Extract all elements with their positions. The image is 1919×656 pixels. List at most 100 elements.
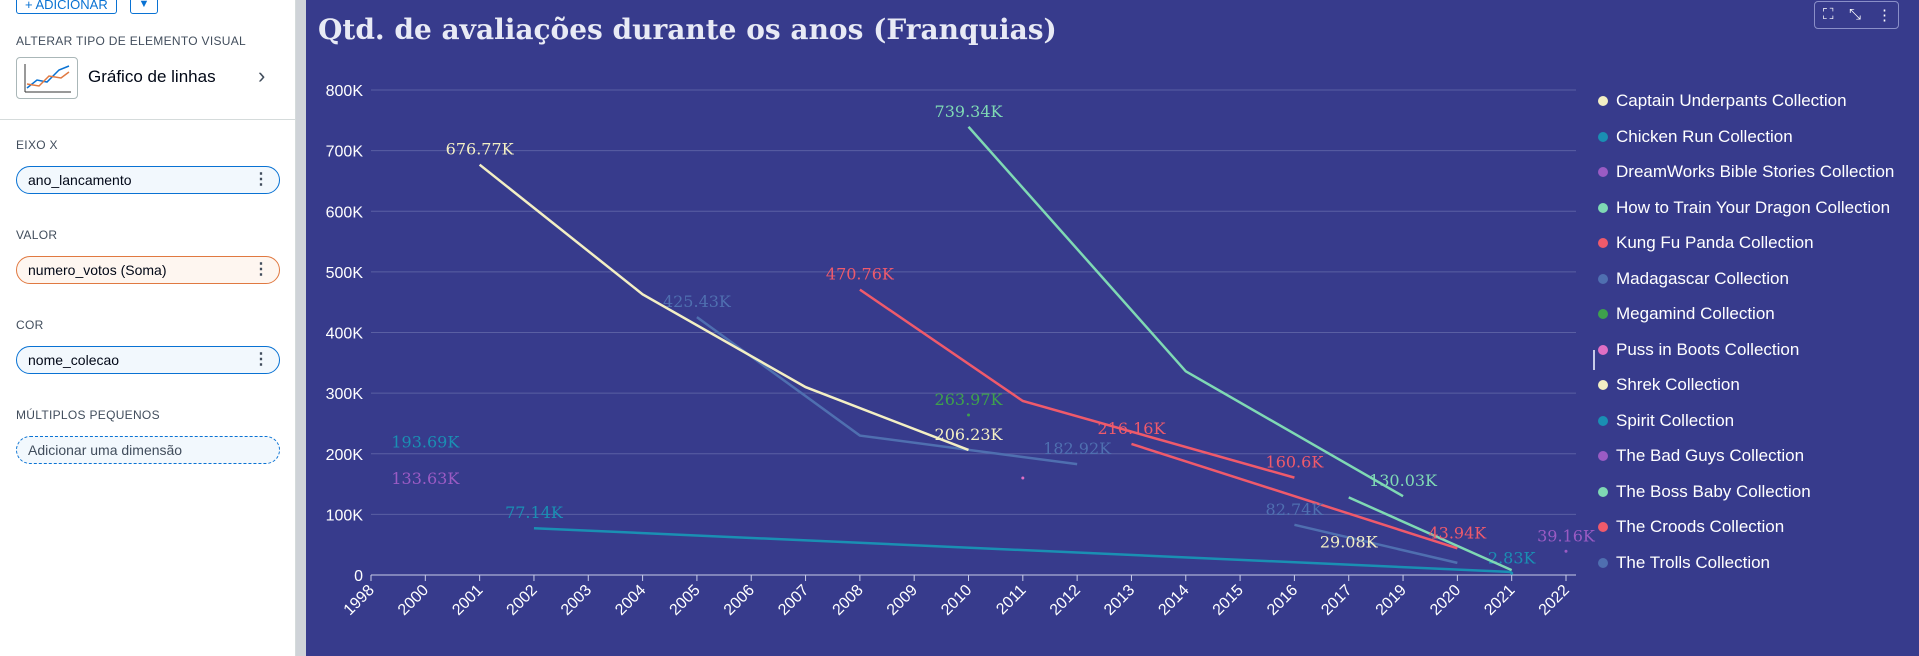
small-multiples-field-well[interactable]: Adicionar uma dimensão (16, 436, 280, 464)
data-label: 29.08K (1320, 532, 1379, 551)
line-chart-icon (16, 57, 78, 99)
legend-label: Captain Underpants Collection (1616, 91, 1847, 110)
data-label: 77.14K (505, 503, 564, 522)
y-tick-label: 0 (354, 568, 363, 585)
legend-swatch (1598, 451, 1608, 461)
x-tick-label: 2003 (558, 582, 595, 619)
legend-swatch (1598, 273, 1608, 284)
legend-swatch (1598, 238, 1608, 248)
field-menu-icon[interactable]: ⋮ (253, 171, 269, 188)
x-tick-label: 1998 (341, 582, 378, 619)
x-axis-field-name: ano_lancamento (28, 172, 132, 188)
legend-swatch (1598, 344, 1608, 355)
data-label: 130.03K (1369, 471, 1438, 490)
legend-label: Chicken Run Collection (1616, 126, 1793, 146)
field-menu-icon[interactable]: ⋮ (253, 351, 269, 368)
series-point (1021, 476, 1025, 480)
add-button[interactable]: + ADICIONAR (16, 0, 117, 14)
series-line (1348, 496, 1513, 572)
divider (0, 119, 296, 120)
small-multiples-placeholder: Adicionar uma dimensão (28, 442, 183, 458)
x-tick-label: 2021 (1481, 582, 1518, 619)
y-tick-label: 400K (326, 326, 364, 343)
legend-label: The Boss Baby Collection (1616, 481, 1811, 501)
line-chart: 0 100K 200K 300K 400K 500K 600K 700K 800K 1998 200… (326, 83, 1596, 619)
legend-item[interactable]: Megamind Collection (1598, 302, 1908, 338)
y-tick-label: 500K (326, 265, 364, 282)
data-label: 263.97K (935, 390, 1004, 409)
legend-item[interactable]: The Croods Collection (1598, 515, 1908, 551)
series-line (1131, 442, 1458, 550)
data-label: 133.63K (391, 469, 460, 488)
collapse-icon[interactable]: ⤡ (1849, 6, 1862, 23)
legend-swatch (1598, 309, 1608, 319)
value-field-well[interactable]: numero_votos (Soma) ⋮ (16, 256, 280, 284)
x-tick-label: 2013 (1101, 582, 1138, 619)
x-tick-label: 2009 (884, 582, 921, 619)
legend-item[interactable]: Spirit Collection (1598, 409, 1908, 445)
legend-item[interactable]: Kung Fu Panda Collection (1598, 231, 1908, 267)
legend-item[interactable]: The Boss Baby Collection (1598, 480, 1908, 516)
legend-label: The Croods Collection (1616, 517, 1785, 536)
chevron-right-icon[interactable]: › (258, 63, 266, 88)
legend-label: Kung Fu Panda Collection (1616, 233, 1814, 252)
x-tick-label: 2012 (1047, 582, 1084, 619)
series-line (1294, 523, 1458, 565)
legend-swatch (1598, 557, 1608, 568)
series-line (859, 288, 1295, 479)
legend-label: Megamind Collection (1616, 304, 1775, 323)
legend-item[interactable]: Chicken Run Collection (1598, 125, 1908, 161)
legend-item[interactable]: Captain Underpants Collection (1598, 89, 1908, 125)
y-tick-label: 200K (326, 447, 364, 464)
add-dropdown-button[interactable]: ▼ (130, 0, 158, 14)
y-tick-label: 100K (326, 507, 364, 524)
visual-type-selector[interactable]: Gráfico de linhas › (16, 57, 280, 101)
legend-label: Madagascar Collection (1616, 268, 1789, 288)
x-axis-label: EIXO X (16, 138, 58, 152)
legend-item[interactable]: Shrek Collection (1598, 373, 1908, 409)
x-axis-field-well[interactable]: ano_lancamento ⋮ (16, 166, 280, 194)
visual-type-name: Gráfico de linhas (88, 67, 216, 86)
legend-item[interactable]: The Bad Guys Collection (1598, 444, 1908, 480)
x-tick-label: 2008 (830, 582, 867, 619)
chart-options-icon[interactable]: ⛶ (1823, 6, 1834, 23)
series-line (478, 163, 969, 452)
chart-title: Qtd. de avaliações durante os anos (Fran… (318, 13, 1057, 46)
x-tick-label: 2001 (449, 582, 486, 619)
legend-item[interactable]: DreamWorks Bible Stories Collection (1598, 160, 1908, 196)
legend-label: DreamWorks Bible Stories Collection (1616, 162, 1895, 181)
legend-scroll-marker (1593, 350, 1595, 370)
legend-swatch (1598, 131, 1608, 142)
data-label: 676.77K (446, 140, 515, 159)
legend-label: The Trolls Collection (1616, 552, 1771, 572)
x-tick-label: 2002 (504, 582, 541, 619)
more-options-icon[interactable]: ⋮ (1877, 7, 1892, 24)
series-point (1564, 549, 1568, 553)
x-tick-label: 2019 (1373, 582, 1410, 619)
x-tick-label: 2017 (1318, 582, 1355, 619)
data-label: 193.69K (391, 433, 460, 452)
data-label: 82.74K (1266, 500, 1325, 519)
legend-item[interactable]: Puss in Boots Collection (1598, 338, 1908, 374)
data-label: 470.76K (826, 265, 895, 284)
color-label: COR (16, 318, 44, 332)
x-tick-label: 2000 (395, 582, 432, 619)
data-label: 206.23K (935, 425, 1004, 444)
legend-item[interactable]: The Trolls Collection (1598, 551, 1908, 587)
small-multiples-label: MÚLTIPLOS PEQUENOS (16, 408, 160, 422)
legend-swatch (1598, 96, 1608, 106)
series-line (696, 316, 1078, 466)
field-menu-icon[interactable]: ⋮ (253, 261, 269, 278)
series-point (967, 413, 970, 417)
legend-item[interactable]: How to Train Your Dragon Collection (1598, 196, 1908, 232)
color-field-well[interactable]: nome_colecao ⋮ (16, 346, 280, 374)
data-label: 43.94K (1428, 523, 1487, 542)
y-tick-label: 600K (326, 204, 364, 221)
legend-swatch (1598, 522, 1608, 532)
data-label: 182.92K (1043, 439, 1112, 458)
sidebar: + ADICIONAR ▼ ALTERAR TIPO DE ELEMENTO V… (0, 0, 296, 656)
legend-label: Puss in Boots Collection (1616, 339, 1800, 359)
x-tick-label: 2010 (938, 582, 975, 619)
legend-item[interactable]: Madagascar Collection (1598, 267, 1908, 303)
y-tick-label: 700K (326, 144, 364, 161)
